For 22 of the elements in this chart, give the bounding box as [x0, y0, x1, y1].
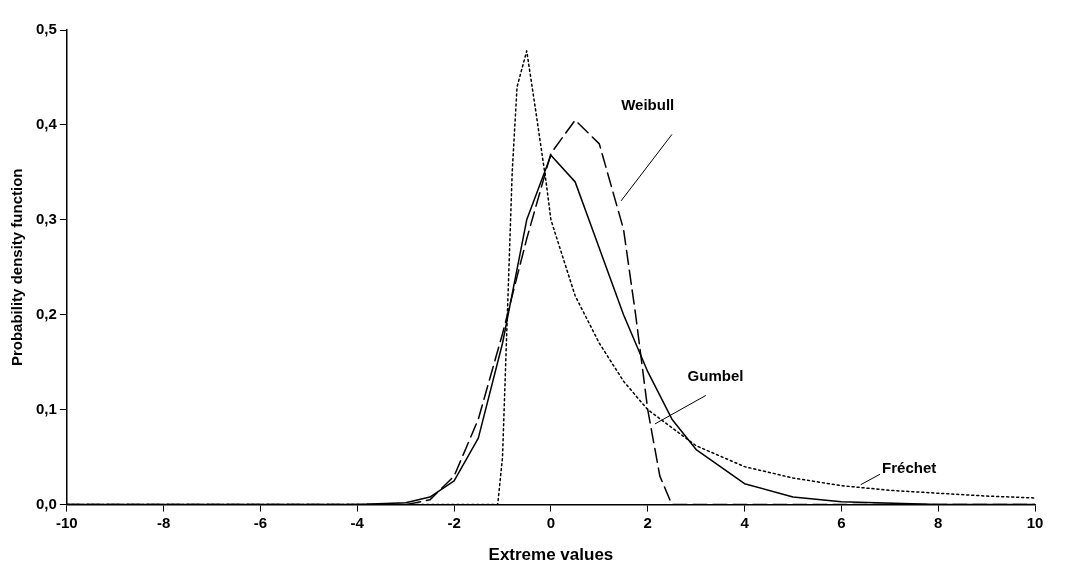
series-label: Fréchet — [882, 458, 937, 476]
y-tick-label: 0,3 — [35, 209, 57, 227]
x-tick-label: -10 — [56, 513, 78, 531]
x-tick-label: -8 — [156, 513, 171, 531]
x-tick-label: 6 — [837, 513, 846, 531]
y-tick-label: 0,2 — [35, 304, 57, 322]
x-tick-label: 2 — [643, 513, 652, 531]
x-tick-label: 10 — [1026, 513, 1044, 531]
y-tick-label: 0,0 — [35, 494, 57, 512]
x-tick-label: 8 — [934, 513, 943, 531]
y-axis-title: Probability density function — [8, 168, 26, 367]
y-tick-label: 0,4 — [35, 115, 58, 133]
x-tick-label: 0 — [546, 513, 556, 531]
x-tick-label: -2 — [447, 513, 461, 531]
text: Gumbel — [687, 366, 744, 384]
x-axis-title: Extreme values — [488, 545, 614, 565]
y-tick-label: 0,5 — [35, 20, 57, 38]
x-tick-label: 4 — [740, 513, 750, 531]
y-tick-label: 0,1 — [35, 399, 57, 417]
x-tick-label: -4 — [350, 513, 365, 531]
text: Weibull — [621, 96, 675, 114]
x-tick-label: -6 — [253, 513, 268, 531]
